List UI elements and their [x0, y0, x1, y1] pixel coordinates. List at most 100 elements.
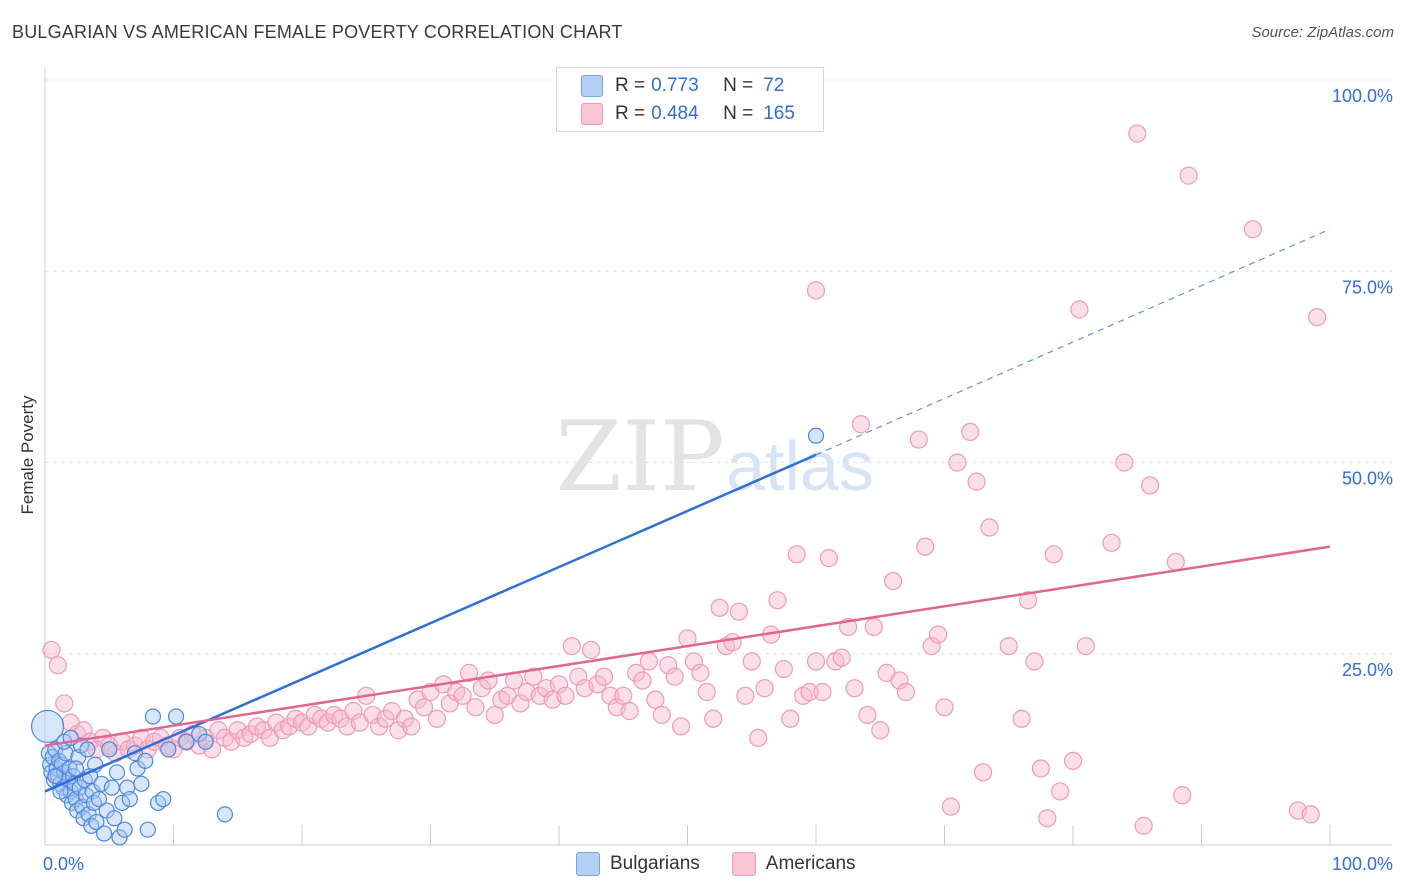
point-americans: [659, 656, 678, 675]
point-americans: [980, 518, 999, 537]
point-americans: [697, 682, 716, 702]
point-bulgarians: [155, 790, 172, 808]
x-tick-label: 0.0%: [43, 854, 84, 874]
source-credit: Source: ZipAtlas.com: [1251, 24, 1394, 41]
point-americans: [768, 591, 787, 610]
legend-item-americans[interactable]: Americans: [731, 852, 856, 876]
point-americans: [935, 698, 954, 717]
point-americans: [787, 545, 806, 564]
point-americans: [55, 694, 74, 713]
point-americans: [961, 422, 980, 441]
point-americans: [774, 659, 793, 679]
point-americans: [1044, 545, 1063, 564]
trend-line-bulgarians-extension: [815, 228, 1331, 456]
point-bulgarians: [160, 741, 177, 758]
watermark-atlas: atlas: [726, 427, 874, 505]
point-americans: [729, 602, 749, 621]
point-americans: [742, 652, 761, 671]
point-americans: [665, 667, 684, 686]
point-bulgarians: [30, 709, 65, 744]
point-bulgarians: [61, 760, 78, 777]
point-americans: [973, 763, 993, 782]
point-americans: [1179, 166, 1198, 185]
point-americans: [459, 663, 479, 682]
point-americans: [736, 686, 755, 705]
point-americans: [1301, 805, 1320, 824]
point-bulgarians: [67, 760, 84, 777]
point-americans: [485, 705, 504, 725]
point-bulgarians: [216, 806, 233, 823]
point-americans: [948, 453, 967, 472]
trend-line-bulgarians: [44, 453, 817, 793]
legend-n-label: N =: [723, 103, 754, 124]
point-americans: [845, 679, 864, 698]
point-bulgarians: [93, 775, 110, 792]
legend: R = 0.773 N = 72 R = 0.484 N = 165: [556, 67, 824, 132]
point-americans: [755, 679, 774, 698]
point-bulgarians: [116, 821, 133, 838]
point-americans: [42, 640, 61, 660]
point-americans: [928, 625, 948, 644]
point-americans: [941, 797, 961, 816]
legend-r-label: R =: [615, 103, 646, 124]
point-americans: [594, 667, 614, 686]
point-bulgarians: [137, 752, 154, 769]
point-bulgarians: [121, 790, 138, 808]
point-bulgarians: [113, 794, 131, 812]
point-americans: [800, 682, 819, 702]
grid-lines: [45, 79, 1392, 655]
point-americans: [871, 721, 890, 740]
point-bulgarians: [108, 764, 126, 781]
point-americans: [1102, 533, 1121, 552]
tick-labels: 25.0% 50.0% 75.0% 100.0% 0.0% 100.0%: [43, 86, 1393, 874]
point-bulgarians: [167, 708, 185, 725]
point-americans: [819, 549, 838, 568]
point-americans: [967, 472, 986, 491]
watermark-zip: ZIP: [555, 401, 724, 513]
point-americans: [832, 648, 851, 667]
point-americans: [639, 652, 659, 671]
point-americans: [806, 652, 826, 671]
point-americans: [620, 702, 639, 721]
point-americans: [922, 636, 941, 656]
point-americans: [1063, 751, 1083, 770]
point-bulgarians: [178, 733, 195, 750]
point-americans: [1051, 782, 1070, 801]
point-americans: [684, 652, 704, 671]
point-bulgarians: [144, 708, 162, 725]
legend-n-value: 72: [763, 75, 785, 96]
point-americans: [896, 682, 916, 702]
point-bulgarians: [47, 768, 64, 785]
y-tick-label: 100.0%: [1332, 86, 1393, 106]
series-bulgarians: [30, 427, 825, 846]
legend-label-bulgarians: Bulgarians: [610, 853, 700, 874]
y-tick-label: 50.0%: [1342, 469, 1393, 489]
legend-swatch-americans: [581, 103, 603, 125]
legend-swatch-bulgarians: [581, 75, 603, 97]
point-americans: [1038, 809, 1057, 828]
point-americans: [582, 640, 601, 660]
series-legend: Bulgarians Americans: [576, 852, 888, 876]
point-americans: [813, 682, 832, 702]
point-americans: [851, 415, 871, 434]
point-americans: [1025, 652, 1044, 671]
point-americans: [414, 698, 434, 717]
point-americans: [858, 705, 877, 725]
point-bulgarians: [133, 775, 150, 792]
legend-item-bulgarians[interactable]: Bulgarians: [576, 852, 700, 876]
point-americans: [1076, 636, 1095, 656]
series-americans: [42, 124, 1327, 835]
y-tick-label: 25.0%: [1342, 660, 1393, 680]
point-americans: [909, 430, 928, 449]
point-bulgarians: [139, 821, 156, 838]
point-americans: [633, 671, 652, 690]
point-americans: [652, 705, 671, 725]
point-americans: [710, 598, 729, 617]
point-americans: [646, 690, 665, 709]
point-americans: [1070, 300, 1089, 319]
point-americans: [601, 686, 620, 705]
legend-row-bulgarians: R = 0.773 N = 72: [581, 73, 784, 99]
trend-line-americans: [44, 545, 1331, 747]
point-americans: [569, 667, 588, 686]
legend-r-value: 0.773: [651, 75, 699, 96]
